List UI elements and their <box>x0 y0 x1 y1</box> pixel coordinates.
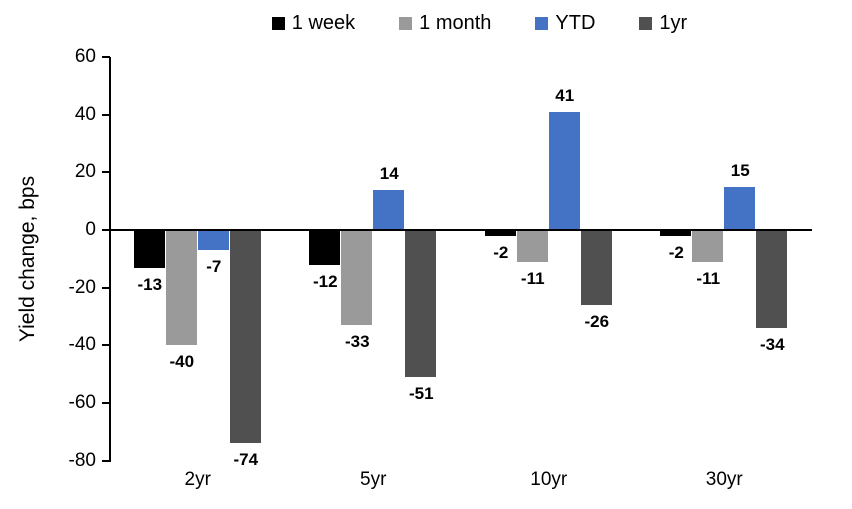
legend-label: 1 month <box>419 12 492 34</box>
y-axis-tick <box>102 113 110 116</box>
y-axis-line <box>109 57 111 462</box>
y-tick-label: 20 <box>74 161 96 183</box>
bar-ytd-30yr <box>724 186 756 230</box>
y-tick-label: 60 <box>74 45 96 67</box>
x-axis-line <box>110 229 812 231</box>
y-axis-title: Yield change, bps <box>16 175 39 343</box>
value-label: -2 <box>668 242 684 262</box>
y-axis-tick <box>102 171 110 174</box>
legend-label: 1yr <box>659 12 688 34</box>
value-label: -13 <box>137 274 163 294</box>
y-tick-label: -80 <box>68 449 96 471</box>
x-category-label: 30yr <box>705 469 743 490</box>
y-tick-label: 40 <box>74 103 96 125</box>
bar-1yr-2yr <box>229 230 261 444</box>
legend-item-ytd: YTD <box>535 11 595 35</box>
legend-swatch-icon <box>271 16 285 30</box>
y-axis-tick <box>102 344 110 347</box>
value-label: -12 <box>312 271 338 291</box>
y-tick-label: -20 <box>68 276 96 298</box>
legend-swatch-icon <box>639 16 653 30</box>
legend-swatch-icon <box>535 16 549 30</box>
legend-item-1-month: 1 month <box>399 11 491 35</box>
bar-ytd-5yr <box>373 189 405 230</box>
value-label: 15 <box>730 160 750 180</box>
bar-ytd-10yr <box>548 111 580 230</box>
value-label: -40 <box>169 352 195 372</box>
x-category-label: 10yr <box>530 469 568 490</box>
bar-1-week-5yr <box>309 230 341 265</box>
value-label: -11 <box>520 268 545 288</box>
bar-1-week-10yr <box>484 230 516 236</box>
bar-1-month-5yr <box>341 230 373 326</box>
bar-ytd-2yr <box>197 230 229 251</box>
value-label: -74 <box>233 450 259 470</box>
bar-1yr-5yr <box>405 230 437 378</box>
y-axis-tick <box>102 55 110 58</box>
chart-legend: 1 week 1 month YTD 1yr <box>111 8 830 38</box>
value-label: -33 <box>344 332 370 352</box>
value-label: -26 <box>584 312 610 331</box>
value-label: -2 <box>493 242 509 262</box>
y-tick-label: -60 <box>68 392 96 414</box>
value-label: -51 <box>408 384 434 404</box>
value-label: 14 <box>379 163 399 183</box>
y-axis-tick <box>102 402 110 405</box>
value-label: 41 <box>555 85 575 105</box>
x-category-label: 2yr <box>184 469 211 490</box>
value-label: -11 <box>696 268 721 288</box>
value-label: -34 <box>759 335 785 355</box>
legend-label: YTD <box>555 12 596 34</box>
bar-1-month-10yr <box>516 230 548 262</box>
value-label: -7 <box>206 257 222 277</box>
bar-1yr-30yr <box>756 230 788 329</box>
y-tick-label: 0 <box>85 219 96 240</box>
legend-item-1-week: 1 week <box>271 11 356 35</box>
bar-1-week-2yr <box>133 230 165 268</box>
y-tick-label: -40 <box>68 334 96 356</box>
y-axis-tick <box>102 459 110 462</box>
bar-1-month-2yr <box>165 230 197 346</box>
legend-label: 1 week <box>291 12 356 34</box>
y-axis-tick <box>102 229 110 231</box>
bar-1-week-30yr <box>660 230 692 236</box>
bar-1-month-30yr <box>692 230 724 262</box>
legend-swatch-icon <box>399 16 413 30</box>
legend-item-1yr: 1yr <box>639 11 687 35</box>
y-axis-tick <box>102 286 110 289</box>
x-category-label: 5yr <box>360 469 387 490</box>
bar-1yr-10yr <box>580 230 612 305</box>
